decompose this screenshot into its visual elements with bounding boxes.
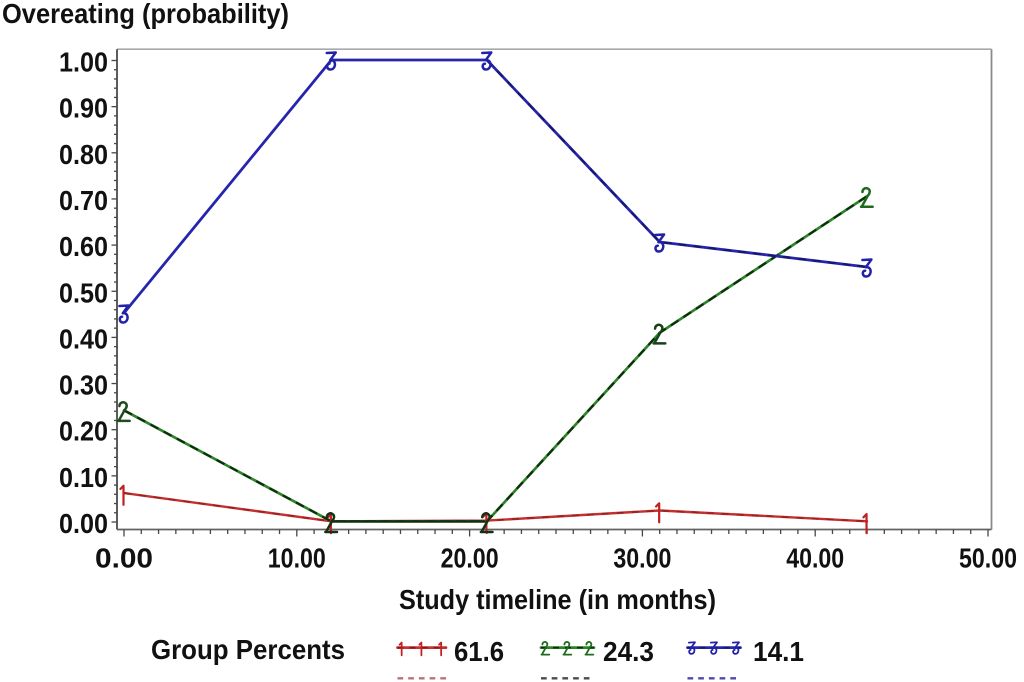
svg-text:Group Percents: Group Percents <box>151 634 345 665</box>
svg-text:24.3: 24.3 <box>603 636 654 667</box>
svg-text:0.00: 0.00 <box>59 508 108 539</box>
svg-text:0.80: 0.80 <box>59 139 108 170</box>
svg-text:14.1: 14.1 <box>753 636 804 667</box>
svg-text:50.00: 50.00 <box>959 543 1017 574</box>
svg-text:0.30: 0.30 <box>59 370 108 401</box>
svg-text:30.00: 30.00 <box>613 543 671 574</box>
svg-text:40.00: 40.00 <box>786 543 844 574</box>
svg-text:0.00: 0.00 <box>95 543 153 574</box>
svg-text:Overeating (probability): Overeating (probability) <box>2 0 289 29</box>
svg-text:1.00: 1.00 <box>59 47 108 78</box>
svg-text:10.00: 10.00 <box>268 543 326 574</box>
svg-text:20.00: 20.00 <box>441 543 499 574</box>
svg-text:0.40: 0.40 <box>59 323 108 354</box>
svg-text:0.50: 0.50 <box>59 277 108 308</box>
svg-text:0.60: 0.60 <box>59 231 108 262</box>
svg-text:0.10: 0.10 <box>59 462 108 493</box>
svg-text:61.6: 61.6 <box>454 636 504 667</box>
svg-text:0.90: 0.90 <box>59 93 108 124</box>
svg-text:0.20: 0.20 <box>59 416 108 447</box>
svg-text:Study timeline (in months): Study timeline (in months) <box>399 584 716 615</box>
svg-text:0.70: 0.70 <box>59 185 108 216</box>
